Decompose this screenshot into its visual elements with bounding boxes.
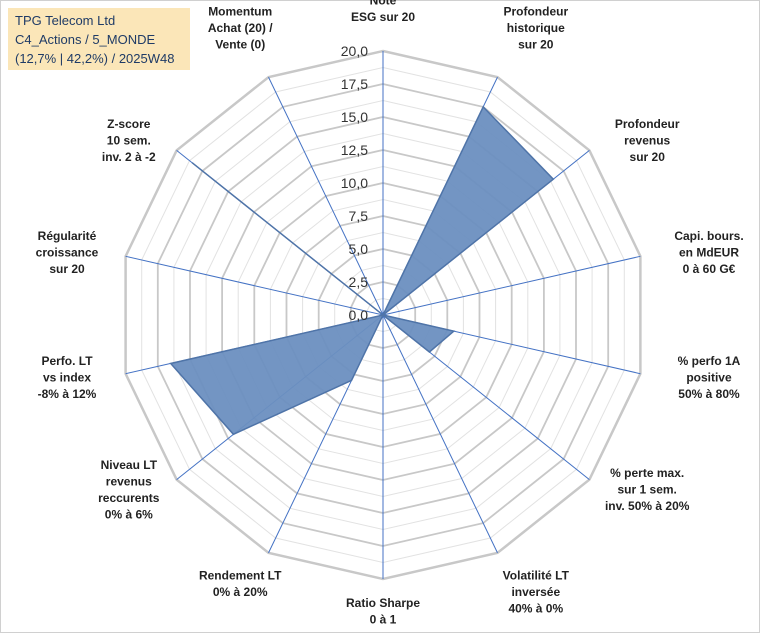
axis-label-line: Profondeur [503,5,568,19]
axis-label-line: 0% à 20% [213,585,268,599]
axis-label-line: 0 à 60 G€ [683,262,736,276]
axis-label-line: Perfo. LT [41,354,93,368]
portfolio-category: C4_Actions / 5_MONDE [15,32,156,47]
axis-label-line: % perte max. [610,466,684,480]
axis-label-line: positive [686,370,732,384]
axis-spoke-7 [382,314,498,554]
axis-label-line: Momentum [208,5,272,19]
axis-label-line: historique [507,21,565,35]
axis-label-line: reccurents [98,491,160,505]
axis-label-6: % perte max. sur 1 sem. inv. 50% à 20% [605,466,690,513]
axis-label-1: Note ESG sur 20 [351,0,415,24]
axis-label-line: 0% à 6% [105,507,153,521]
tick-label: 17,5 [341,76,368,92]
axis-label-line: Ratio Sharpe [346,596,420,610]
axis-label-line: inversée [511,585,560,599]
axis-label-line: en MdEUR [679,246,739,260]
axis-labels: Note ESG sur 20 Profondeur historique sur 20… [36,0,744,627]
axis-label-line: 50% à 80% [678,387,740,401]
axis-label-line: Capi. bours. [674,229,743,243]
tick-labels: 0,0 2,5 5,0 7,5 10,0 12,5 15,0 17,5 20,0 [341,43,368,323]
series-layer [169,105,555,436]
tick-label: 15,0 [341,109,368,125]
axis-label-line: Rendement LT [199,568,282,582]
axis-label-9: Rendement LT 0% à 20% [199,568,282,599]
axis-label-11: Perfo. LT vs index -8% à 12% [38,354,97,401]
axis-label-line: vs index [43,370,91,384]
axis-spoke-4 [382,255,641,316]
axis-label-line: Volatilité LT [503,568,570,582]
axis-label-4: Capi. bours. en MdEUR 0 à 60 G€ [674,229,743,276]
tick-label: 5,0 [349,241,369,257]
axis-label-3: Profondeur revenus sur 20 [615,117,680,164]
axis-label-8: Ratio Sharpe 0 à 1 [346,596,420,627]
axis-label-line: ESG sur 20 [351,10,415,24]
tick-label: 12,5 [341,142,368,158]
axis-label-line: Note [370,0,397,8]
axis-label-line: 0 à 1 [370,613,397,627]
axis-label-line: revenus [106,474,152,488]
axis-label-5: % perfo 1A positive 50% à 80% [678,354,741,401]
axis-label-line: croissance [36,246,99,260]
axis-label-line: Vente (0) [215,38,265,52]
axis-label-line: Profondeur [615,117,680,131]
axis-spoke-14 [268,76,384,316]
axis-label-line: Niveau LT [101,458,158,472]
tick-label: 7,5 [349,208,369,224]
axis-label-14: Momentum Achat (20) / Vente (0) [208,5,273,52]
axis-label-13: Z-score 10 sem. inv. 2 à -2 [102,117,156,164]
axis-label-line: 10 sem. [107,133,151,147]
performance-week: (12,7% | 42,2%) / 2025W48 [15,51,175,66]
axis-label-10: Niveau LT revenus reccurents 0% à 6% [98,458,160,522]
axis-label-line: sur 20 [49,262,85,276]
axis-label-line: Achat (20) / [208,21,273,35]
axis-label-line: sur 20 [518,38,554,52]
axis-label-7: Volatilité LT inversée 40% à 0% [503,568,570,615]
tick-label: 10,0 [341,175,368,191]
tick-label: 0,0 [349,307,369,323]
axis-label-2: Profondeur historique sur 20 [503,5,568,52]
axis-label-line: inv. 2 à -2 [102,150,156,164]
axis-label-line: sur 20 [630,150,666,164]
title-box: TPG Telecom Ltd C4_Actions / 5_MONDE (12… [8,8,190,70]
axis-label-line: revenus [624,133,670,147]
axis-label-line: 40% à 0% [508,601,563,615]
company-name: TPG Telecom Ltd [15,13,116,28]
axis-label-12: Régularité croissance sur 20 [36,229,99,276]
axis-label-line: % perfo 1A [678,354,741,368]
axis-label-line: inv. 50% à 20% [605,499,690,513]
tick-label: 20,0 [341,43,368,59]
axis-label-line: sur 1 sem. [618,483,677,497]
tick-label: 2,5 [349,274,369,290]
axis-label-line: -8% à 12% [38,387,97,401]
axis-label-line: Régularité [38,229,97,243]
axis-spoke-12 [125,255,384,316]
axis-label-line: Z-score [107,117,151,131]
series-area [169,105,555,436]
